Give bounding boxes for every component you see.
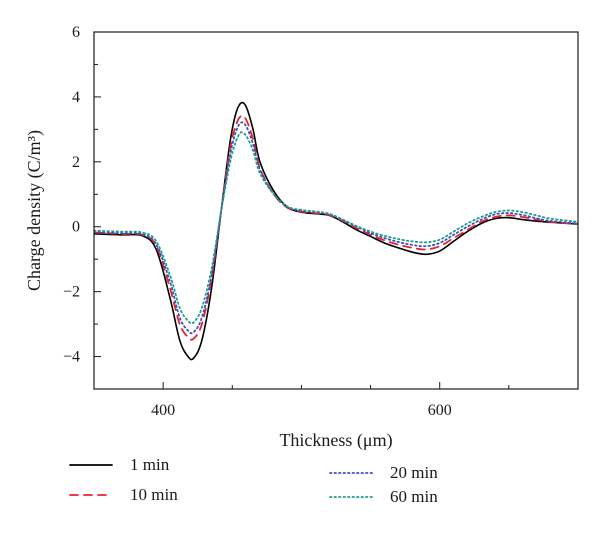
legend-label: 10 min <box>130 485 178 504</box>
series-line-60-min <box>94 131 578 325</box>
axis-ticks <box>93 31 579 390</box>
axis-tick-labels: −4 −2 0 2 4 6 400 600 <box>63 24 452 419</box>
series-line-20-min <box>94 121 578 335</box>
x-axis-title: Thickness (μm) <box>279 430 392 451</box>
y-tick-label: 6 <box>72 24 80 41</box>
y-tick-label: −4 <box>63 349 80 366</box>
y-tick-label: 2 <box>72 154 80 171</box>
plot-lines <box>94 101 578 361</box>
x-tick-label: 600 <box>428 402 452 419</box>
legend-label: 1 min <box>130 455 170 474</box>
y-tick-label: −2 <box>63 284 80 301</box>
y-axis-title: Charge density (C/m³) <box>24 130 45 291</box>
plot-frame <box>93 31 579 390</box>
x-tick-label: 400 <box>151 402 175 419</box>
series-line-10-min <box>94 114 578 341</box>
y-tick-label: 0 <box>72 219 80 236</box>
series-line-1-min <box>94 101 578 361</box>
legend-label: 20 min <box>390 463 438 482</box>
y-tick-label: 4 <box>72 89 80 106</box>
legend: 1 min 10 min 20 min 60 min <box>69 455 438 506</box>
legend-label: 60 min <box>390 487 438 506</box>
